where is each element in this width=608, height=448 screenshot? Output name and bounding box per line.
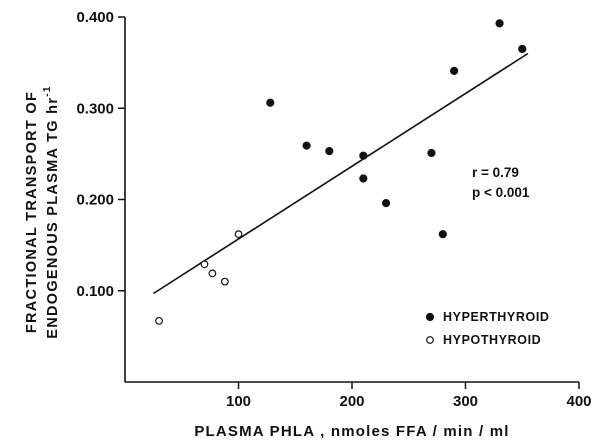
y-tick-label: 0.400 — [76, 9, 114, 26]
legend-marker-hyperthyroid — [425, 312, 435, 322]
legend: HYPERTHYROID HYPOTHYROID — [425, 310, 550, 347]
legend-label-hyperthyroid: HYPERTHYROID — [443, 310, 550, 324]
hyperthyroid-point — [495, 19, 504, 28]
hyperthyroid-point — [518, 44, 527, 54]
hyperthyroid-point — [359, 151, 368, 160]
hyperthyroid-point — [450, 66, 459, 75]
data-points — [155, 19, 527, 325]
x-axis-title: PLASMA PHLA , nmoles FFA / min / ml — [194, 423, 509, 440]
y-axis-title-line-1: FRACTIONAL TRANSPORT OF — [24, 91, 40, 333]
correlation-r-text: r = 0.79 — [472, 165, 519, 180]
y-axis-title: FRACTIONAL TRANSPORT OF ENDOGENOUS PLASM… — [24, 85, 61, 339]
x-tick-label: 400 — [566, 393, 591, 410]
hypothyroid-point — [220, 277, 229, 286]
hyperthyroid-point — [325, 147, 334, 156]
hyperthyroid-point — [266, 98, 275, 107]
hypothyroid-point — [208, 269, 217, 278]
hyperthyroid-point — [302, 141, 311, 150]
regression-line — [152, 52, 529, 295]
x-tick-label: 100 — [226, 393, 251, 410]
legend-marker-hypothyroid — [426, 336, 434, 344]
hyperthyroid-point — [381, 199, 391, 208]
y-axis-title-line-2: ENDOGENOUS PLASMA TG hr-1 — [42, 85, 61, 339]
tick-marks — [118, 16, 580, 389]
x-tick-label: 200 — [339, 393, 364, 410]
p-value-text: p < 0.001 — [472, 185, 530, 200]
hypothyroid-point — [155, 316, 163, 325]
hyperthyroid-point — [438, 230, 447, 239]
legend-label-hypothyroid: HYPOTHYROID — [443, 333, 541, 347]
y-tick-label: 0.200 — [76, 192, 114, 209]
y-tick-label: 0.100 — [76, 283, 114, 300]
hypothyroid-point — [200, 260, 209, 269]
x-tick-label: 300 — [453, 393, 478, 410]
hyperthyroid-point — [427, 148, 436, 158]
hyperthyroid-point — [359, 174, 368, 183]
y-tick-label: 0.300 — [76, 100, 114, 117]
regression-line-group — [152, 52, 529, 295]
hypothyroid-point — [234, 230, 243, 239]
tick-labels: 0.100 0.200 0.300 0.400 100 200 300 400 — [76, 9, 591, 410]
